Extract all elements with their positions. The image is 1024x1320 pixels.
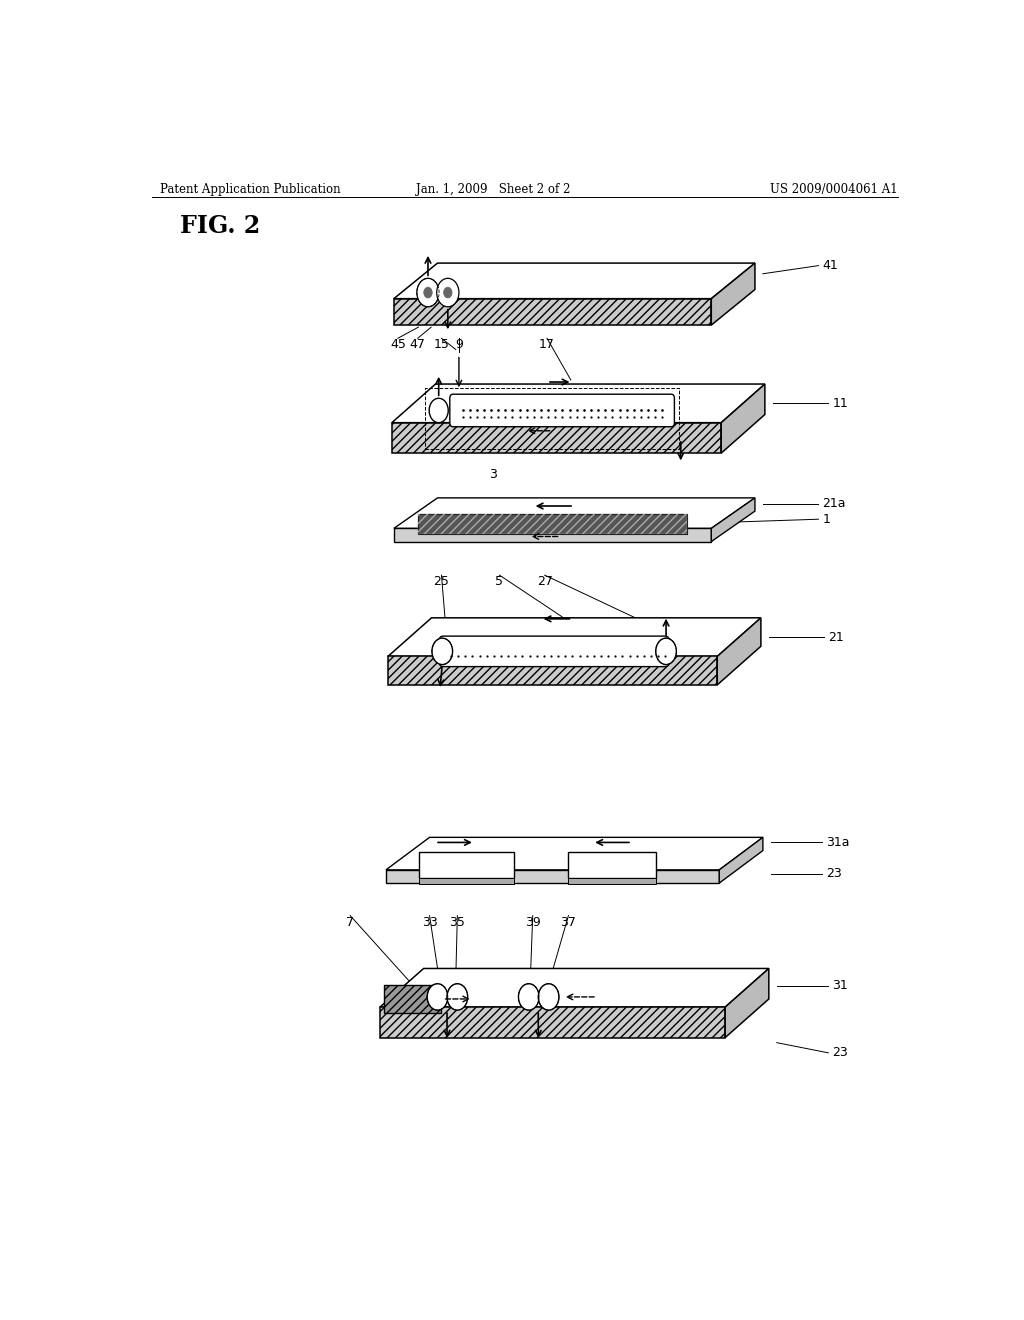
- Text: 9: 9: [455, 338, 463, 351]
- Bar: [384, 985, 441, 1014]
- Text: 39: 39: [525, 916, 541, 928]
- Text: 23: 23: [833, 1047, 848, 1060]
- Text: 21a: 21a: [822, 498, 846, 511]
- Polygon shape: [386, 837, 763, 870]
- Circle shape: [429, 399, 449, 422]
- Circle shape: [417, 279, 439, 306]
- Text: 31a: 31a: [826, 836, 850, 849]
- Bar: [568, 851, 655, 878]
- Bar: [419, 851, 514, 878]
- Text: US 2009/0004061 A1: US 2009/0004061 A1: [770, 182, 898, 195]
- Text: 15: 15: [433, 338, 450, 351]
- FancyBboxPatch shape: [450, 395, 675, 426]
- Text: 47: 47: [410, 338, 426, 351]
- Circle shape: [443, 288, 452, 298]
- Text: Jan. 1, 2009   Sheet 2 of 2: Jan. 1, 2009 Sheet 2 of 2: [416, 182, 570, 195]
- Text: FIG. 2: FIG. 2: [179, 214, 260, 239]
- Polygon shape: [394, 498, 755, 528]
- Bar: [419, 878, 514, 884]
- Text: 3: 3: [489, 469, 497, 482]
- Text: 37: 37: [560, 916, 577, 928]
- Text: 7: 7: [346, 916, 354, 928]
- Bar: [418, 515, 687, 535]
- Polygon shape: [380, 1007, 725, 1038]
- Polygon shape: [386, 870, 719, 883]
- Polygon shape: [721, 384, 765, 453]
- Polygon shape: [725, 969, 769, 1038]
- Polygon shape: [719, 837, 763, 883]
- Polygon shape: [388, 656, 717, 685]
- Polygon shape: [388, 618, 761, 656]
- Circle shape: [655, 638, 677, 664]
- Circle shape: [539, 983, 559, 1010]
- Circle shape: [436, 279, 459, 306]
- Polygon shape: [392, 384, 765, 422]
- Text: 23: 23: [826, 867, 842, 880]
- Bar: [425, 388, 679, 449]
- Text: 45: 45: [390, 338, 406, 351]
- Text: Patent Application Publication: Patent Application Publication: [160, 182, 340, 195]
- Polygon shape: [394, 263, 755, 298]
- Circle shape: [447, 983, 468, 1010]
- Polygon shape: [712, 498, 755, 541]
- Circle shape: [424, 288, 432, 298]
- Text: 25: 25: [433, 576, 450, 589]
- Text: 27: 27: [537, 576, 553, 589]
- Text: 11: 11: [833, 397, 848, 409]
- Text: 1: 1: [822, 512, 830, 525]
- Bar: [418, 515, 687, 535]
- Text: 33: 33: [422, 916, 437, 928]
- Text: 21: 21: [828, 631, 844, 644]
- Text: 35: 35: [450, 916, 465, 928]
- Bar: [568, 878, 655, 884]
- Circle shape: [427, 983, 447, 1010]
- Text: 5: 5: [496, 576, 504, 589]
- Circle shape: [518, 983, 539, 1010]
- Polygon shape: [717, 618, 761, 685]
- FancyBboxPatch shape: [439, 636, 670, 667]
- Text: 31: 31: [833, 979, 848, 993]
- Polygon shape: [712, 263, 755, 325]
- Polygon shape: [394, 298, 712, 325]
- Text: 41: 41: [822, 259, 839, 272]
- Circle shape: [432, 638, 453, 664]
- Polygon shape: [380, 969, 769, 1007]
- Polygon shape: [392, 422, 721, 453]
- Text: 17: 17: [539, 338, 555, 351]
- Polygon shape: [394, 528, 712, 541]
